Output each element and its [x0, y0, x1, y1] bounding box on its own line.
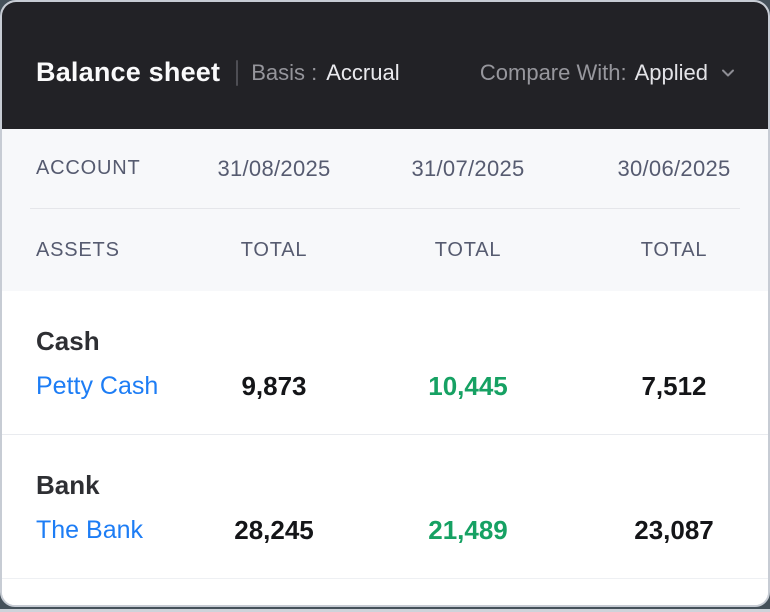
- compare-with-label: Compare With:: [479, 59, 627, 85]
- account-section-cash: Cash Petty Cash 9,873 10,445 7,512: [2, 291, 768, 434]
- report-header: Balance sheet Basis : Accrual Compare Wi…: [2, 2, 768, 129]
- amount-cell: 10,445: [428, 371, 508, 401]
- assets-group-header: ASSETS: [36, 238, 120, 261]
- header-divider: [30, 208, 740, 209]
- header-rows-divider-wrap: [2, 208, 768, 209]
- table-row: The Bank 28,245 21,489 23,087: [2, 511, 768, 549]
- compare-with-value: Applied: [634, 59, 708, 85]
- totals-row: ASSETS TOTAL TOTAL TOTAL: [2, 209, 768, 291]
- chevron-down-icon: [718, 63, 738, 83]
- section-title: Cash: [36, 326, 100, 356]
- date-column-header: 30/06/2025: [617, 155, 731, 181]
- report-title: Balance sheet: [36, 57, 221, 87]
- basis-value: Accrual: [326, 59, 400, 85]
- total-column-header: TOTAL: [240, 238, 308, 261]
- table-footer: [2, 578, 768, 605]
- amount-cell: 28,245: [234, 515, 314, 545]
- account-link-the-bank[interactable]: The Bank: [36, 516, 144, 544]
- amount-cell: 9,873: [241, 371, 307, 401]
- amount-cell: 21,489: [428, 515, 508, 545]
- date-column-header: 31/08/2025: [217, 155, 331, 181]
- total-column-header: TOTAL: [434, 238, 502, 261]
- account-column-header: ACCOUNT: [36, 157, 141, 179]
- account-section-bank: Bank The Bank 28,245 21,489 23,087: [2, 434, 768, 578]
- total-column-header: TOTAL: [640, 238, 708, 261]
- table-row: Petty Cash 9,873 10,445 7,512: [2, 367, 768, 405]
- amount-cell: 23,087: [634, 515, 714, 545]
- vertical-divider: [236, 59, 239, 86]
- amount-cell: 7,512: [641, 371, 707, 401]
- column-headers-row: ACCOUNT 31/08/2025 31/07/2025 30/06/2025: [2, 129, 768, 208]
- basis-label: Basis :: [251, 59, 318, 85]
- account-link-petty-cash[interactable]: Petty Cash: [36, 372, 159, 400]
- date-column-header: 31/07/2025: [411, 155, 525, 181]
- bottom-edge-strip: [0, 609, 770, 612]
- compare-with-dropdown[interactable]: Compare With: Applied: [480, 60, 738, 86]
- section-title-row: Bank: [2, 465, 768, 505]
- section-title: Bank: [36, 470, 100, 500]
- section-title-row: Cash: [2, 321, 768, 361]
